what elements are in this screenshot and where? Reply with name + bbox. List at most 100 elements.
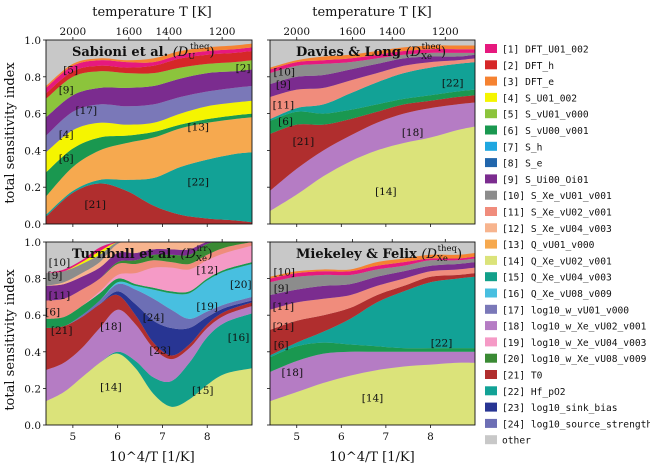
legend-label: [20] log10_w_Xe_vU08_v009 [502, 354, 647, 365]
region-label-2: [2] [236, 63, 251, 75]
region-label-14: [14] [375, 186, 397, 198]
legend-entry-1: [1] DFT_U01_002 [485, 44, 589, 56]
area-layer-24 [46, 283, 252, 330]
legend-label: [19] log10_w_Xe_vU04_v003 [502, 338, 647, 349]
legend-swatch [485, 337, 497, 347]
area-stack [46, 242, 252, 425]
region-label-18: [18] [100, 321, 122, 333]
area-layer-2 [46, 51, 252, 99]
panel-frame [45, 241, 253, 426]
region-label-23: [23] [149, 345, 171, 357]
x-tick-label: 7 [159, 431, 166, 443]
top-tick-label: 1600 [339, 26, 366, 38]
region-label-10: [10] [273, 66, 295, 78]
legend-entry-7: [7] S_h [485, 141, 542, 153]
legend-swatch [485, 353, 497, 363]
legend-swatch [485, 125, 497, 135]
legend-label: [5] S_vU01_v000 [502, 110, 589, 121]
legend-label: [22] Hf_pO2 [502, 387, 566, 398]
region-label-21: [21] [293, 136, 315, 148]
panel-1: [21] [22] [13] [6] [4][17][9] [5] [2] Sabioni e… [24, 26, 253, 231]
panel-title-text: Turnbull et al. (DXeirr) [72, 244, 213, 264]
area-layer-1 [46, 242, 252, 274]
legend-entry-8: [8] S_e [485, 158, 543, 170]
y-axis-label-top: total sensitivity index [3, 62, 18, 204]
legend-swatch [485, 304, 497, 314]
area-stack [270, 242, 475, 425]
legend-swatch [485, 141, 497, 151]
legend-swatch [485, 402, 497, 412]
legend-entry-other: other [485, 435, 531, 447]
area-layer-6 [46, 262, 252, 329]
legend-entry-14: [14] Q_Xe_vU02_v001 [485, 255, 612, 267]
region-label-9: [9] [276, 79, 291, 91]
area-layer-6 [46, 113, 252, 197]
area-layer-21 [46, 294, 252, 371]
area-layer-4 [46, 100, 252, 173]
legend-label: [13] Q_vU01_v000 [502, 240, 595, 251]
area-layer-11 [270, 267, 475, 330]
region-label-6: [6] [59, 153, 74, 165]
legend-entry-6: [6] S_vU00_v001 [485, 125, 589, 137]
legend-label: [16] Q_Xe_vU08_v009 [502, 289, 612, 300]
area-layer-14 [46, 353, 252, 425]
area-layer-9 [46, 242, 252, 301]
legend-swatch [485, 60, 497, 70]
area-layer-11 [46, 242, 252, 319]
region-label-21: [21] [51, 325, 73, 337]
y-tick-label: 0.2 [24, 182, 41, 194]
y-tick-label: 1.0 [24, 237, 41, 249]
area-layer-3 [270, 252, 475, 279]
legend-entry-22: [22] Hf_pO2 [485, 386, 566, 398]
top-tick-label: 1400 [379, 26, 406, 38]
x-tick-label: 5 [293, 431, 300, 443]
area-layer-13 [46, 117, 252, 215]
area-layer-18 [270, 351, 475, 402]
axis-labels: total sensitivity index total sensitivit… [3, 5, 432, 465]
top-x-axis-label-left: temperature T [K] [92, 5, 212, 20]
region-label-16: [16] [228, 332, 250, 344]
region-label-15: [15] [192, 385, 214, 397]
legend-entry-2: [2] DFT_h [485, 60, 554, 72]
area-layer-18 [46, 306, 252, 402]
legend-entry-24: [24] log10_source_strength [485, 418, 650, 430]
legend-swatch [485, 435, 497, 445]
region-label-10: [10] [49, 257, 71, 269]
area-layer-3 [270, 45, 475, 70]
legend-swatch [485, 223, 497, 233]
top-tick-label: 1200 [209, 26, 236, 38]
legend-swatch [485, 239, 497, 249]
area-layer-1 [270, 256, 475, 283]
legend-swatch [485, 386, 497, 396]
region-label-22: [22] [431, 338, 453, 350]
legend-label: [1] DFT_U01_002 [502, 45, 589, 56]
legend-entry-12: [12] S_Xe_vU04_v003 [485, 223, 612, 235]
legend-swatch [485, 109, 497, 119]
legend-entry-19: [19] log10_w_Xe_vU04_v003 [485, 337, 647, 349]
legend-label: [6] S_vU00_v001 [502, 126, 589, 137]
legend-entry-15: [15] Q_Xe_vU04_v003 [485, 272, 612, 284]
area-layer-23 [46, 291, 252, 356]
y-tick-label: 0.0 [24, 219, 41, 231]
area-layer-22 [270, 62, 475, 121]
region-label-19: [19] [196, 301, 218, 313]
legend-swatch [485, 76, 497, 86]
bottom-x-axis-label-right: 10^4/T [1/K] [329, 450, 414, 465]
region-label-6: [6] [278, 116, 293, 128]
area-layer-17 [46, 86, 252, 153]
area-layer-10 [270, 258, 475, 296]
region-label-12: [12] [196, 264, 218, 276]
region-label-18: [18] [282, 367, 304, 379]
region-label-6: [6] [45, 307, 60, 319]
area-layer-22 [270, 276, 475, 358]
legend-entry-3: [3] DFT_e [485, 76, 554, 88]
legend-entry-4: [4] S_U01_002 [485, 92, 577, 104]
area-stack [270, 40, 475, 224]
area-layer-11 [270, 58, 475, 120]
panel-frame [269, 39, 476, 225]
legend-entry-11: [11] S_Xe_vU02_v001 [485, 207, 612, 219]
region-label-22: [22] [442, 77, 464, 89]
legend-swatch [485, 418, 497, 428]
region-label-17: [17] [76, 105, 98, 117]
